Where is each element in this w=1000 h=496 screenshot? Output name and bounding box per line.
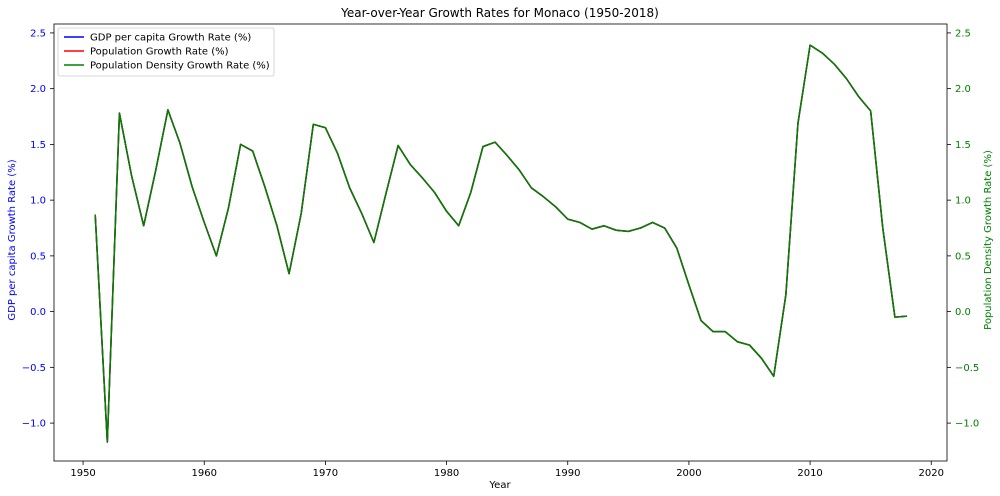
legend-box [57,27,275,77]
plot-area [53,23,948,462]
x-tick-label: 1990 [555,468,580,479]
y-left-tick-label: 1.0 [30,196,46,207]
y-left-tick-label: −1.0 [22,419,46,430]
y-left-tick-label: 2.0 [30,84,46,95]
y-right-tick-label: 1.5 [955,140,971,151]
y-left-tick-label: 2.5 [30,28,46,39]
y-axis-left: −1.0 −0.5 0.0 0.5 1.0 1.5 2.0 2.5 [22,28,54,430]
x-tick-label: 2000 [676,468,701,479]
y-left-tick-label: 0.5 [30,251,46,262]
y-right-tick-label: 0.5 [955,251,971,262]
series-line-1 [94,44,908,443]
legend-label: Population Growth Rate (%) [90,47,229,58]
x-tick-label: 1970 [313,468,338,479]
y-left-tick-label: 1.5 [30,140,46,151]
chart-title: Year-over-Year Growth Rates for Monaco (… [340,6,659,20]
y-axis-left-title: GDP per capita Growth Rate (%) [7,159,18,320]
legend: GDP per capita Growth Rate (%) Population… [57,27,275,77]
legend-label: GDP per capita Growth Rate (%) [90,33,251,44]
y-right-tick-label: 2.0 [955,84,971,95]
x-tick-label: 2010 [797,468,822,479]
x-axis-title: Year [488,480,511,491]
y-right-tick-label: −0.5 [955,363,979,374]
series-line-2 [94,44,908,443]
x-tick-label: 2020 [919,468,944,479]
y-left-tick-label: −0.5 [22,363,46,374]
x-tick-label: 1950 [70,468,95,479]
y-left-tick-label: 0.0 [30,307,46,318]
y-right-tick-label: −1.0 [955,419,979,430]
y-right-tick-label: 0.0 [955,307,971,318]
plot-frame [53,23,948,462]
y-axis-right: −1.0 −0.5 0.0 0.5 1.0 1.5 2.0 2.5 [947,28,979,430]
x-tick-label: 1960 [192,468,217,479]
x-tick-label: 1980 [434,468,459,479]
y-axis-right-title: Population Density Growth Rate (%) [983,150,994,330]
x-axis: 1950 1960 1970 1980 1990 2000 2010 2020 [70,461,944,479]
series-line-0 [94,44,908,443]
legend-label: Population Density Growth Rate (%) [90,61,270,72]
y-right-tick-label: 1.0 [955,196,971,207]
y-right-tick-label: 2.5 [955,28,971,39]
